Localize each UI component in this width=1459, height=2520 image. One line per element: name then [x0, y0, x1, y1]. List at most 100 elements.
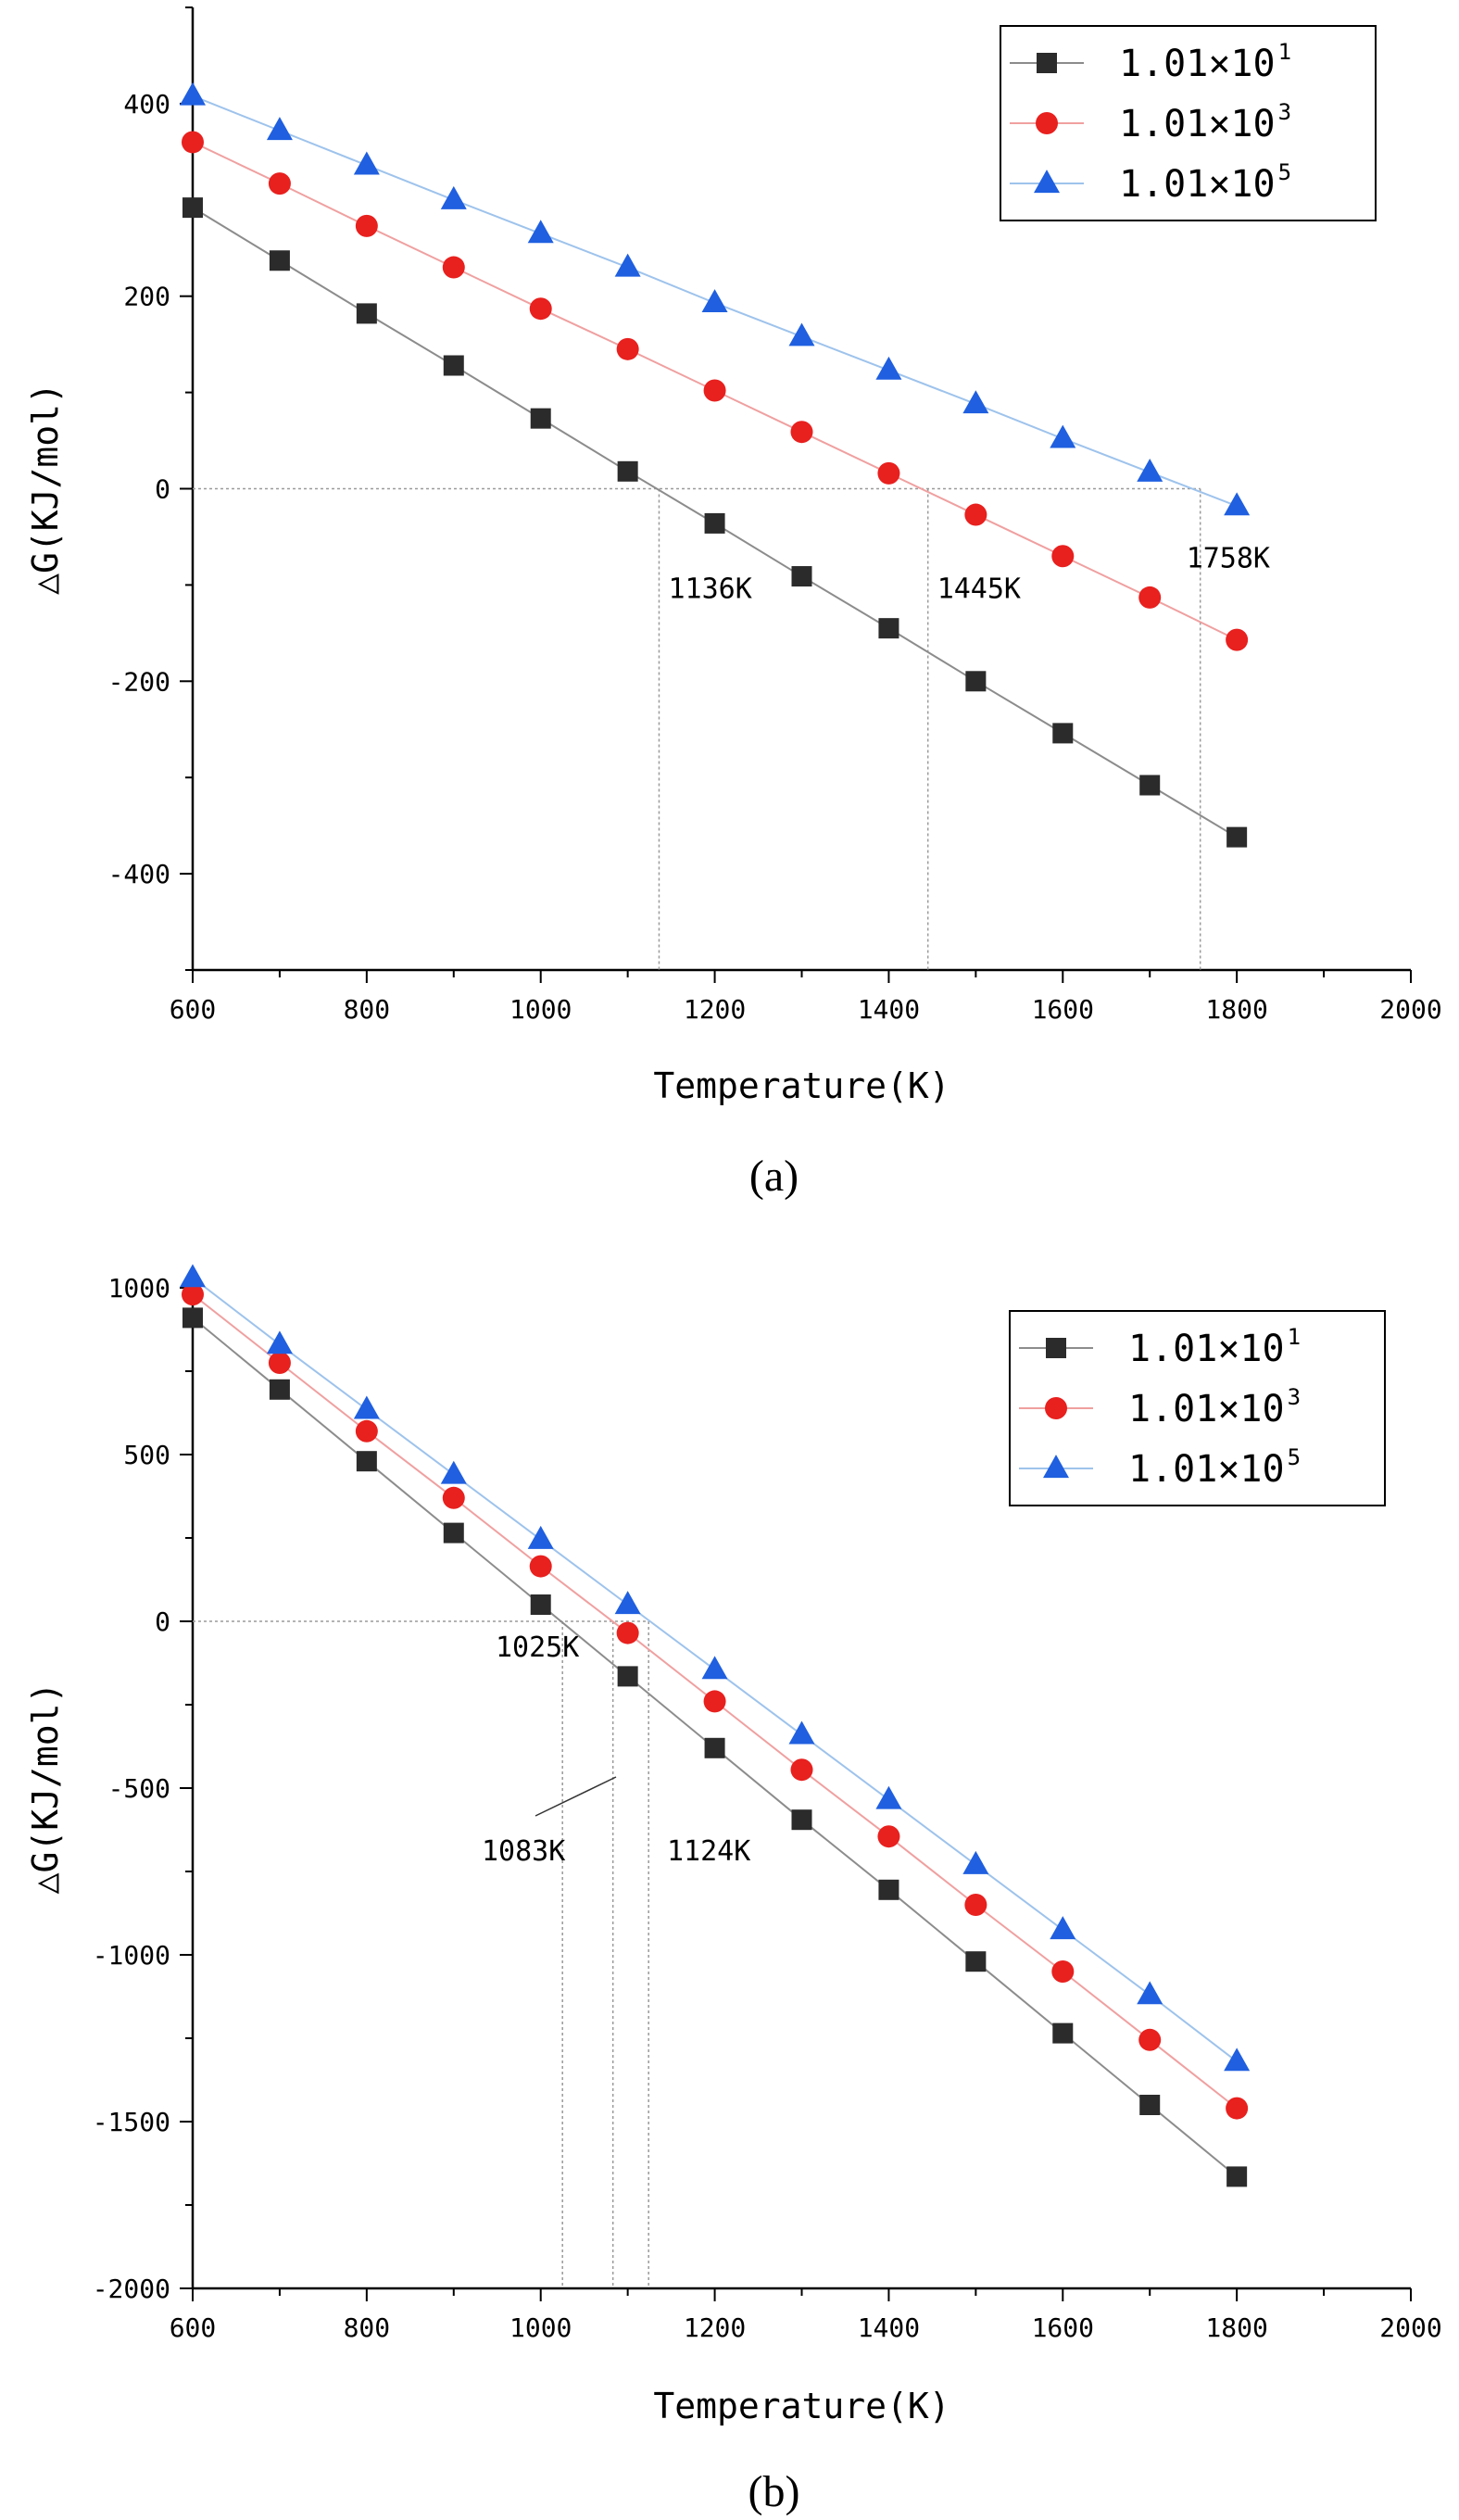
y-tick-label: -2000	[93, 2274, 170, 2304]
x-tick-label: 1200	[684, 2312, 746, 2343]
circle-marker	[1226, 2097, 1249, 2120]
x-tick-label: 1200	[684, 994, 746, 1025]
x-tick-label: 1800	[1205, 2312, 1267, 2343]
circle-marker	[1138, 586, 1162, 609]
y-tick-label: 500	[123, 1440, 170, 1470]
triangle-marker	[440, 1460, 467, 1484]
square-marker	[791, 1809, 812, 1831]
circle-marker	[790, 1758, 813, 1782]
square-marker	[1052, 2022, 1074, 2044]
square-marker	[1046, 1338, 1066, 1358]
square-marker	[1037, 53, 1057, 73]
y-tick-label: -500	[108, 1773, 170, 1804]
square-marker	[965, 671, 987, 692]
triangle-marker	[180, 82, 206, 106]
square-marker	[356, 303, 377, 324]
legend-box	[1000, 25, 1377, 221]
legend-entry-exponent: 1	[1278, 39, 1291, 65]
square-marker	[443, 1522, 464, 1544]
circle-marker	[355, 214, 378, 237]
x-tick-label: 800	[344, 994, 391, 1025]
panel-label: (b)	[748, 2467, 800, 2516]
triangle-marker	[353, 1395, 380, 1419]
x-tick-label: 1800	[1205, 994, 1267, 1025]
square-marker	[617, 1666, 638, 1687]
crossing-label: 1758K	[1187, 543, 1270, 575]
square-marker	[704, 512, 725, 534]
triangle-marker	[440, 185, 467, 209]
square-marker	[356, 1451, 377, 1472]
square-marker	[1226, 2166, 1248, 2187]
circle-marker	[268, 172, 291, 195]
square-marker	[704, 1737, 725, 1758]
x-tick-label: 1000	[509, 994, 572, 1025]
square-marker	[1139, 775, 1161, 796]
crossing-label: 1136K	[668, 573, 751, 606]
square-marker	[878, 1879, 899, 1900]
square-marker	[182, 197, 203, 219]
circle-marker	[877, 461, 900, 485]
x-tick-label: 1600	[1032, 2312, 1094, 2343]
triangle-marker	[875, 356, 902, 380]
x-tick-label: 2000	[1379, 994, 1441, 1025]
triangle-marker	[527, 220, 554, 244]
square-marker	[182, 1307, 203, 1329]
y-tick-label: 400	[123, 89, 170, 120]
circle-marker	[442, 1486, 465, 1509]
x-tick-label: 1400	[858, 994, 920, 1025]
x-tick-label: 1600	[1032, 994, 1094, 1025]
circle-marker	[703, 1690, 726, 1713]
triangle-marker	[266, 117, 293, 141]
triangle-marker	[962, 390, 989, 414]
chart-panel-a: 600 800 1000 1200 1400 1600 1800 2000-400-20002…	[25, 6, 1442, 1201]
triangle-marker	[1224, 492, 1251, 516]
circle-marker	[268, 1352, 291, 1374]
chart-panel-b: 600 800 1000 1200 1400 1600 1800 2000 -2000 -1500…	[25, 1264, 1442, 2516]
y-tick-label: -1000	[93, 1940, 170, 1971]
legend-entry-label: 1.01×10	[1119, 163, 1276, 206]
triangle-marker	[527, 1525, 554, 1549]
y-tick-label: 0	[155, 1606, 170, 1637]
circle-marker	[529, 1555, 552, 1578]
square-marker	[269, 250, 290, 271]
triangle-marker	[1137, 458, 1163, 482]
legend-entry-label: 1.01×10	[1119, 103, 1276, 145]
triangle-marker	[788, 322, 815, 346]
circle-marker	[1226, 628, 1249, 651]
legend-entry-label: 1.01×10	[1128, 1328, 1285, 1370]
panel-label: (a)	[749, 1152, 799, 1201]
legend-entry-exponent: 1	[1288, 1324, 1301, 1350]
circle-marker	[355, 1419, 378, 1443]
y-tick-label: -200	[108, 666, 170, 697]
legend-entry-exponent: 5	[1278, 159, 1291, 185]
y-tick-label: -1500	[93, 2107, 170, 2137]
triangle-marker	[701, 289, 728, 313]
x-axis-title: Temperature(K)	[653, 2386, 950, 2426]
triangle-marker	[701, 1656, 728, 1680]
crossing-label: 1445K	[937, 573, 1021, 606]
circle-marker	[790, 421, 813, 444]
triangle-marker	[614, 253, 641, 277]
square-marker	[617, 460, 638, 482]
leader-line	[535, 1776, 617, 1817]
circle-marker	[182, 131, 204, 154]
legend-entry-label: 1.01×10	[1128, 1448, 1285, 1491]
square-marker	[1226, 826, 1248, 848]
x-tick-label: 600	[170, 2312, 217, 2343]
y-tick-label: 200	[123, 282, 170, 312]
triangle-marker	[614, 1591, 641, 1615]
circle-marker	[877, 1825, 900, 1848]
x-tick-label: 800	[344, 2312, 391, 2343]
triangle-marker	[1137, 1981, 1163, 2005]
y-axis-title: △G(KJ/mol)	[25, 383, 66, 595]
square-marker	[443, 355, 464, 376]
y-tick-label: -400	[108, 859, 170, 889]
legend-entry-exponent: 5	[1288, 1444, 1301, 1470]
legend-entry-exponent: 3	[1288, 1384, 1301, 1410]
circle-marker	[529, 297, 552, 321]
square-marker	[1139, 2095, 1161, 2115]
crossing-label: 1025K	[496, 1632, 579, 1664]
x-tick-label: 1400	[858, 2312, 920, 2343]
x-tick-label: 2000	[1379, 2312, 1441, 2343]
triangle-marker	[1050, 424, 1076, 448]
